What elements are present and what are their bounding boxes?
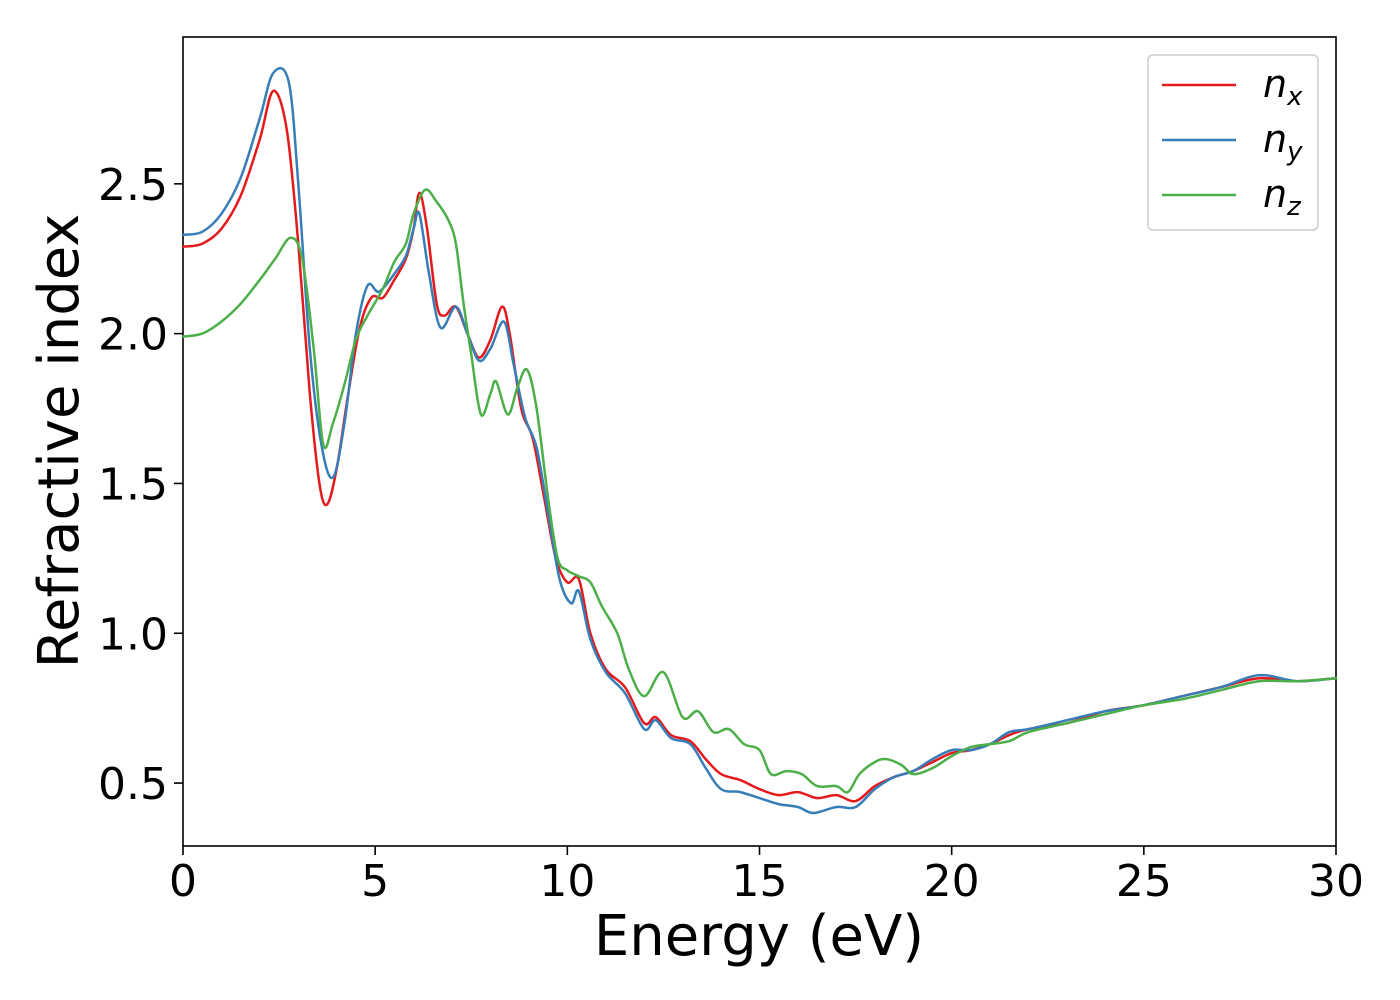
x-tick-label: 25 xyxy=(1116,856,1172,907)
y-tick-label: 2.5 xyxy=(98,160,168,211)
x-tick-label: 0 xyxy=(169,856,197,907)
x-axis-title: Energy (eV) xyxy=(594,904,924,969)
legend-label-n-x: nx xyxy=(1263,62,1303,112)
y-tick-label: 0.5 xyxy=(98,759,168,810)
x-tick-label: 5 xyxy=(361,856,389,907)
x-tick-label: 30 xyxy=(1308,856,1364,907)
series-line-n-y xyxy=(181,67,1338,815)
y-axis-ticks: 0.5 1.0 1.5 2.0 2.5 xyxy=(98,160,183,810)
y-tick-label: 1.5 xyxy=(98,459,168,510)
y-tick-label: 2.0 xyxy=(98,310,168,361)
x-tick-label: 15 xyxy=(732,856,788,907)
series-lines xyxy=(181,67,1338,815)
legend-label-n-z: nz xyxy=(1263,172,1302,222)
y-axis-title: Refractive index xyxy=(27,214,92,669)
x-tick-label: 10 xyxy=(539,856,595,907)
legend-box xyxy=(1147,54,1319,231)
legend-label-n-y: ny xyxy=(1263,117,1303,167)
series-line-n-z xyxy=(181,188,1338,794)
y-tick-label: 1.0 xyxy=(98,609,168,660)
x-axis-ticks: 0 5 10 15 20 25 30 xyxy=(169,846,1364,907)
x-tick-label: 20 xyxy=(924,856,980,907)
